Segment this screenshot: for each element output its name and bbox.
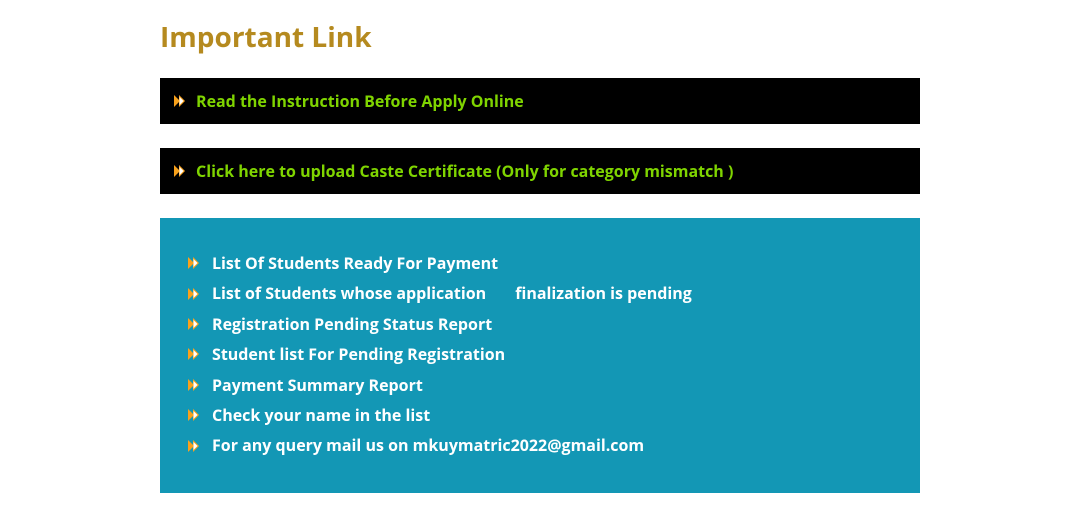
double-arrow-icon	[188, 378, 202, 392]
info-panel: List Of Students Ready For Payment List …	[160, 218, 920, 493]
double-arrow-icon	[188, 408, 202, 422]
double-arrow-icon	[174, 94, 188, 108]
instruction-link-row[interactable]: Read the Instruction Before Apply Online	[160, 78, 920, 124]
list-item[interactable]: Registration Pending Status Report	[188, 309, 892, 339]
double-arrow-icon	[188, 287, 202, 301]
caste-certificate-link-row[interactable]: Click here to upload Caste Certificate (…	[160, 148, 920, 194]
double-arrow-icon	[188, 317, 202, 331]
double-arrow-icon	[174, 164, 188, 178]
double-arrow-icon	[188, 347, 202, 361]
list-item[interactable]: Payment Summary Report	[188, 370, 892, 400]
list-item-label: Payment Summary Report	[212, 370, 423, 400]
list-item[interactable]: List Of Students Ready For Payment	[188, 248, 892, 278]
list-item[interactable]: List of Students whose application final…	[188, 278, 892, 308]
list-item-label: List of Students whose application final…	[212, 278, 692, 308]
list-item-label: Registration Pending Status Report	[212, 309, 492, 339]
list-item-label: For any query mail us on mkuymatric2022@…	[212, 430, 644, 460]
double-arrow-icon	[188, 256, 202, 270]
instruction-link[interactable]: Read the Instruction Before Apply Online	[196, 90, 524, 112]
double-arrow-icon	[188, 439, 202, 453]
list-item[interactable]: For any query mail us on mkuymatric2022@…	[188, 430, 892, 460]
list-item[interactable]: Student list For Pending Registration	[188, 339, 892, 369]
list-item-label: Check your name in the list	[212, 400, 430, 430]
list-item-label: Student list For Pending Registration	[212, 339, 505, 369]
page-title: Important Link	[160, 18, 920, 56]
important-link-section: Important Link Read the Instruction Befo…	[160, 18, 920, 493]
list-item[interactable]: Check your name in the list	[188, 400, 892, 430]
caste-certificate-link[interactable]: Click here to upload Caste Certificate (…	[196, 160, 733, 182]
info-list: List Of Students Ready For Payment List …	[188, 248, 892, 461]
list-item-label: List Of Students Ready For Payment	[212, 248, 498, 278]
